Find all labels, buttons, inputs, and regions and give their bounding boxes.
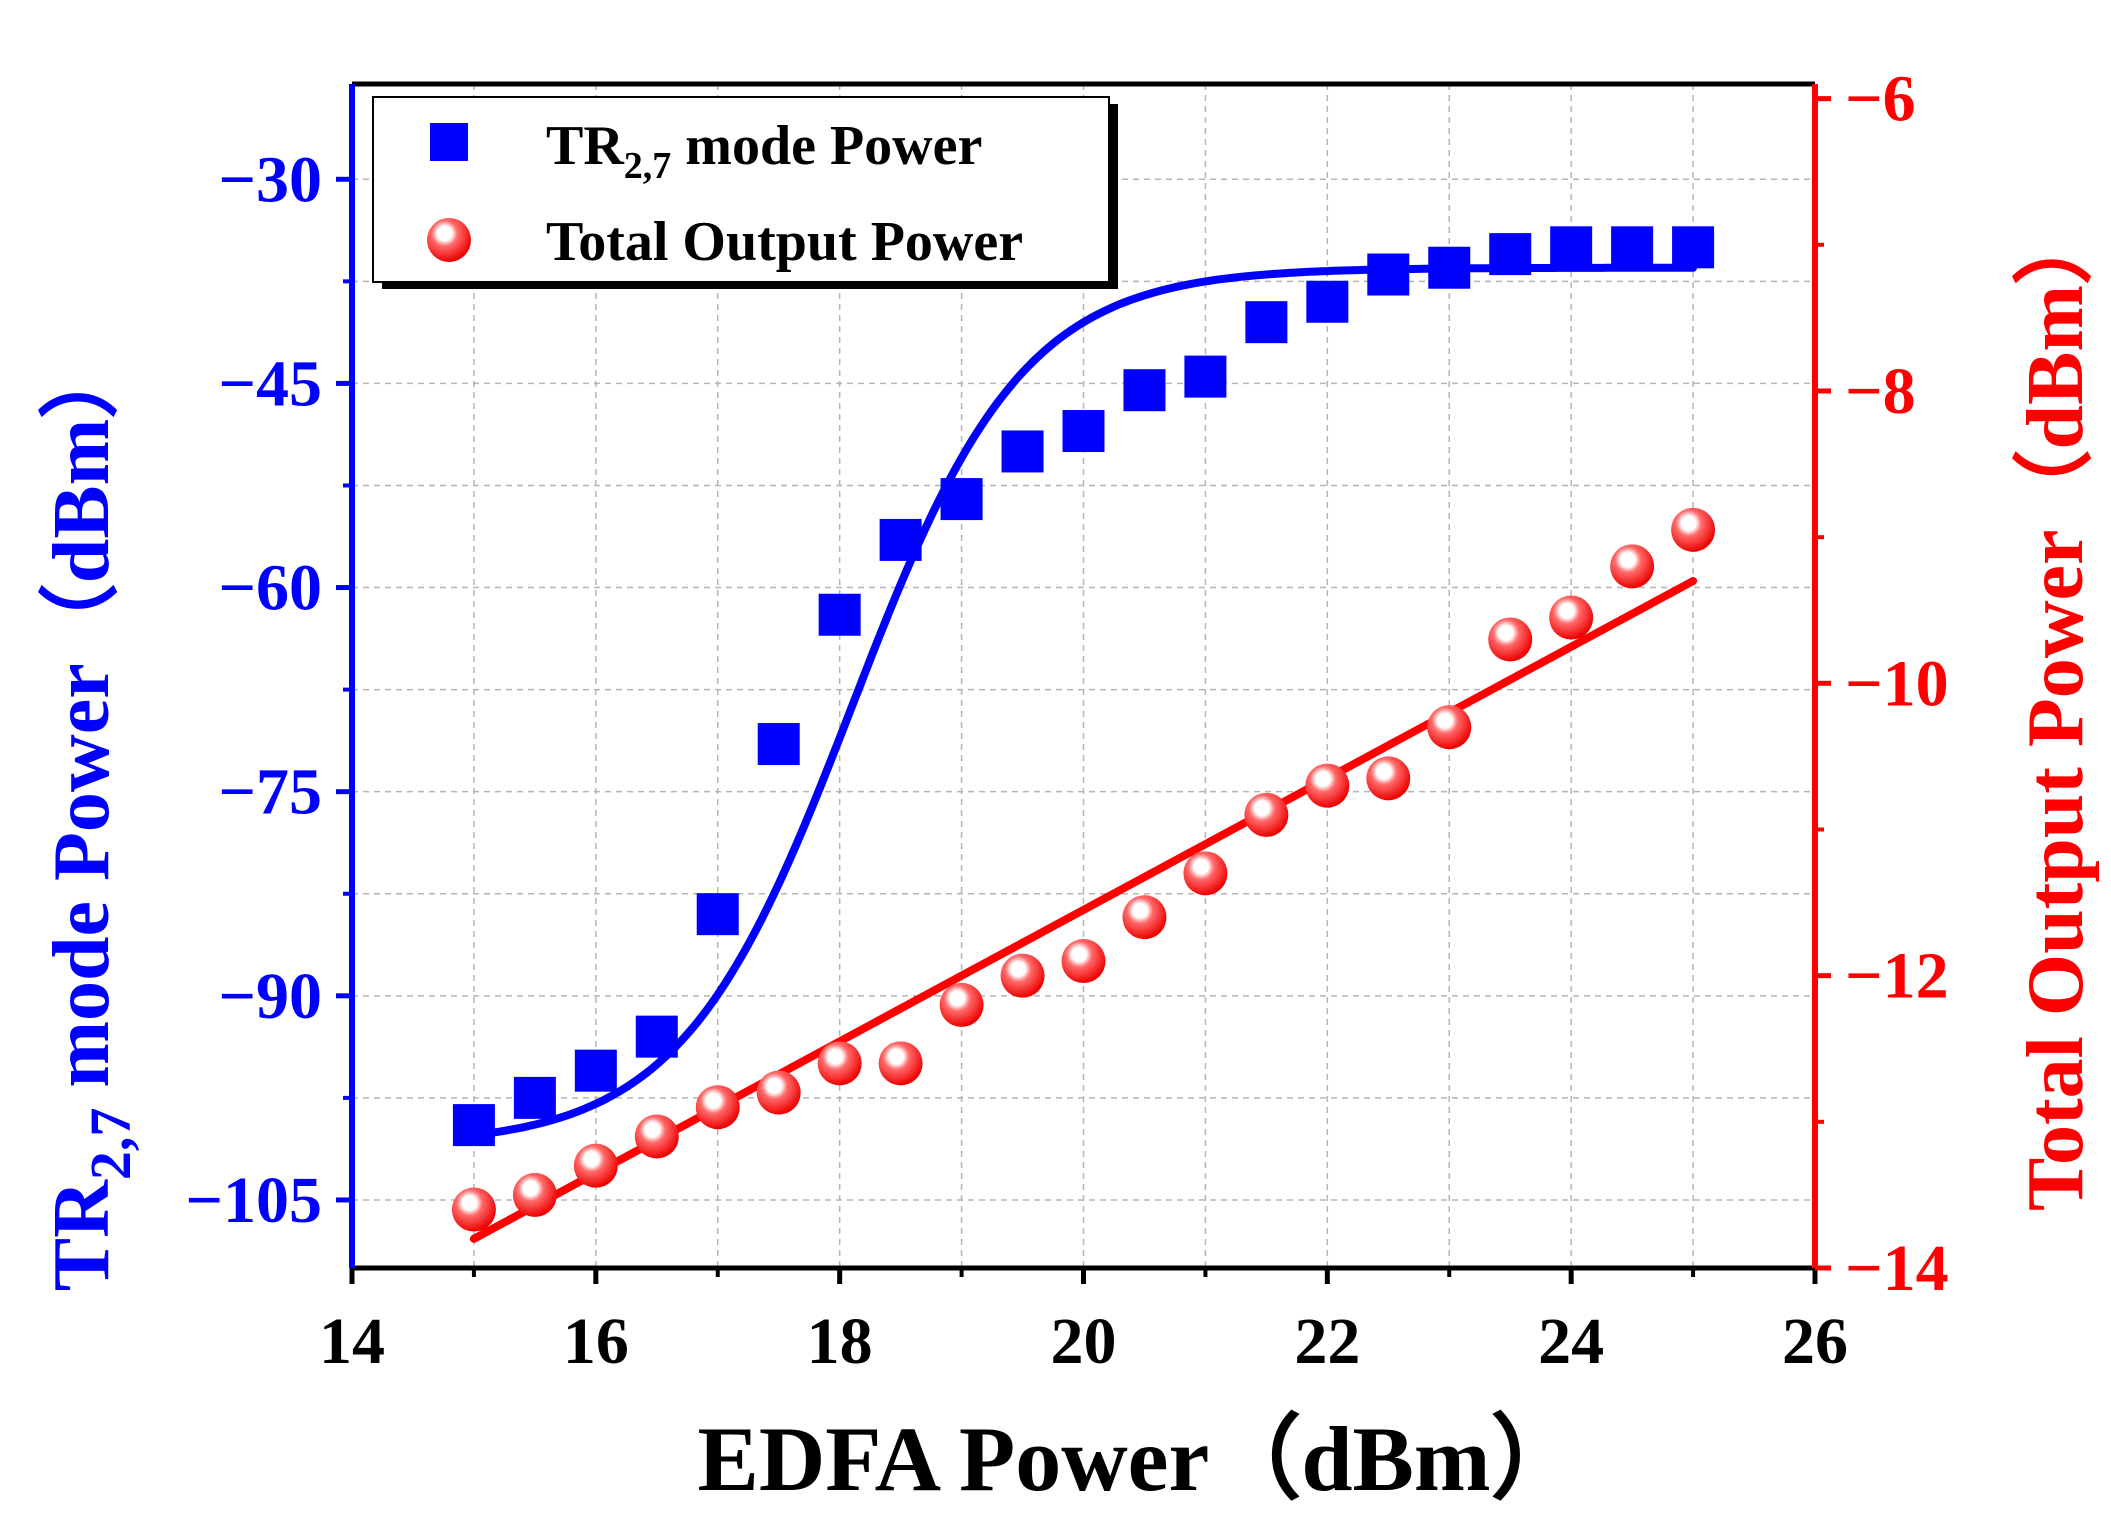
left-tick-label: −60 — [218, 552, 322, 625]
data-point-total — [1427, 705, 1472, 750]
legend-entry-tr27-main: TR — [546, 115, 624, 177]
left-axis-label-main: TR — [38, 1179, 126, 1291]
right-tick-label: −8 — [1845, 355, 1916, 428]
data-point-total — [1000, 953, 1045, 998]
left-tick-label: −90 — [218, 960, 322, 1033]
data-markers — [451, 226, 1716, 1232]
data-point-tr27 — [1550, 226, 1593, 269]
left-axis-label-rest: mode Power（dBm） — [38, 339, 126, 1108]
legend-entry-total: Total Output Power — [546, 211, 1023, 273]
legend-entry-tr27-rest: mode Power — [671, 115, 982, 177]
data-point-tr27 — [574, 1049, 617, 1092]
data-point-total — [1610, 544, 1655, 589]
data-point-tr27 — [1611, 226, 1654, 269]
left-axis-label-sub: 2,7 — [78, 1108, 143, 1181]
right-tick-label: −12 — [1845, 940, 1949, 1013]
data-point-tr27 — [1123, 369, 1166, 412]
right-tick-label: −14 — [1845, 1232, 1949, 1305]
data-point-total — [756, 1070, 801, 1115]
data-point-tr27 — [940, 478, 983, 521]
x-tick-label: 22 — [1294, 1305, 1360, 1378]
data-point-total — [878, 1041, 923, 1086]
data-point-tr27 — [1184, 355, 1227, 398]
data-point-tr27 — [1245, 301, 1288, 344]
data-point-tr27 — [513, 1076, 556, 1119]
right-tick-label: −6 — [1845, 63, 1916, 136]
data-point-tr27 — [1672, 226, 1715, 269]
data-point-total — [1183, 851, 1228, 896]
data-point-total — [695, 1085, 740, 1130]
left-tick-label: −75 — [218, 756, 322, 829]
left-tick-label: −45 — [218, 347, 322, 420]
left-tick-label: −30 — [218, 143, 322, 216]
x-tick-label: 18 — [807, 1305, 873, 1378]
data-point-total — [1061, 939, 1106, 984]
legend-entry-tr27: TR2,7 mode Power — [546, 115, 982, 187]
data-point-total — [939, 982, 984, 1027]
data-point-tr27 — [452, 1104, 495, 1147]
data-point-tr27 — [818, 593, 861, 636]
x-tick-label: 24 — [1538, 1305, 1604, 1378]
data-point-tr27 — [879, 518, 922, 561]
data-point-total — [451, 1187, 496, 1232]
left-tick-label: −105 — [185, 1164, 322, 1237]
right-axis-label: Total Output Power（dBm） — [2012, 205, 2100, 1211]
data-point-total — [1488, 617, 1533, 662]
legend: TR2,7 mode Power Total Output Power — [372, 96, 1118, 289]
data-point-total — [1671, 507, 1716, 552]
x-tick-label: 20 — [1051, 1305, 1117, 1378]
legend-sphere-marker — [427, 218, 471, 262]
data-point-tr27 — [1001, 430, 1044, 473]
data-point-total — [1366, 756, 1411, 801]
legend-square-marker — [430, 123, 468, 161]
x-tick-label: 14 — [319, 1305, 385, 1378]
x-tick-label: 16 — [563, 1305, 629, 1378]
legend-box — [372, 96, 1110, 283]
data-point-total — [1549, 595, 1594, 640]
x-axis-label: EDFA Power（dBm） — [697, 1408, 1582, 1510]
data-point-tr27 — [1062, 410, 1105, 453]
data-point-total — [573, 1143, 618, 1188]
data-point-tr27 — [1367, 253, 1410, 296]
data-point-total — [512, 1172, 557, 1217]
data-point-tr27 — [1489, 233, 1532, 276]
data-point-tr27 — [1428, 246, 1471, 289]
data-point-total — [817, 1041, 862, 1086]
left-axis-label: TR2,7 mode Power（dBm） — [38, 339, 143, 1291]
data-point-total — [1244, 792, 1289, 837]
data-point-tr27 — [757, 723, 800, 766]
data-point-tr27 — [635, 1015, 678, 1058]
axes: 14 16 18 20 22 24 26 −30 −45 −60 −75 −90 −105 −6 −8 −10… — [185, 63, 1948, 1378]
x-tick-label: 26 — [1782, 1305, 1848, 1378]
data-point-total — [634, 1114, 679, 1159]
legend-entry-tr27-sub: 2,7 — [624, 145, 672, 187]
right-tick-label: −10 — [1845, 647, 1949, 720]
data-point-total — [1305, 763, 1350, 808]
data-point-tr27 — [696, 893, 739, 936]
data-point-tr27 — [1306, 280, 1349, 323]
data-point-total — [1122, 895, 1167, 940]
